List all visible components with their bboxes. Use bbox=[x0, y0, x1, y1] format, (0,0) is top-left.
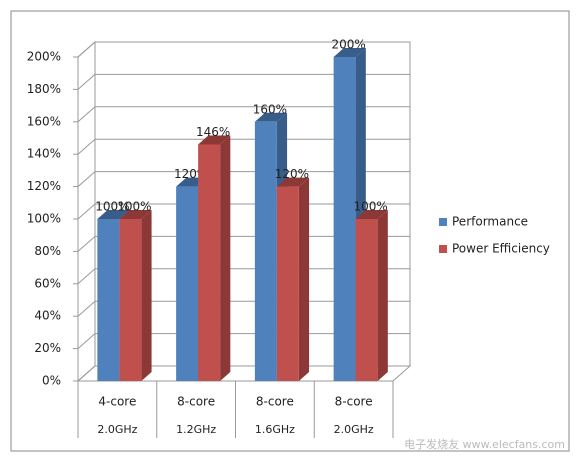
x-tick-label: 8-core bbox=[335, 395, 373, 409]
bar bbox=[119, 219, 142, 381]
grid-line-side bbox=[77, 171, 96, 187]
bar-top bbox=[355, 210, 388, 219]
x-tick-sublabel: 2.0GHz bbox=[334, 423, 374, 436]
bar-side bbox=[298, 177, 310, 381]
bar bbox=[97, 219, 120, 381]
bar bbox=[355, 219, 378, 381]
grid-line-side bbox=[77, 300, 96, 317]
value-label: 200% bbox=[331, 38, 365, 52]
value-label: 100% bbox=[95, 200, 129, 214]
bar bbox=[254, 121, 277, 382]
x-tick-label: 4-core bbox=[98, 395, 136, 409]
grid-line-side bbox=[77, 268, 96, 285]
value-label: 100% bbox=[117, 200, 151, 214]
grid-line-side bbox=[77, 106, 96, 123]
bar-side bbox=[141, 210, 152, 381]
bar-top bbox=[333, 48, 366, 57]
x-tick-label: 8-core bbox=[256, 395, 294, 409]
grid-line-side bbox=[77, 74, 96, 90]
bar-top bbox=[254, 112, 288, 122]
x-tick-sublabel: 2.0GHz bbox=[97, 423, 137, 436]
value-label: 120% bbox=[275, 167, 309, 181]
grid-line-side bbox=[77, 41, 96, 58]
bar-top bbox=[276, 177, 310, 187]
grid-line-side bbox=[77, 333, 96, 349]
bar-side bbox=[377, 210, 388, 381]
y-tick-label: 40% bbox=[34, 309, 61, 323]
y-tick-label: 120% bbox=[27, 179, 61, 193]
bar-side bbox=[220, 135, 231, 381]
grid-line-side bbox=[77, 138, 96, 155]
y-tick-label: 100% bbox=[27, 212, 61, 226]
legend-swatch bbox=[439, 245, 447, 253]
y-tick-label: 140% bbox=[27, 147, 61, 161]
bar bbox=[198, 144, 221, 381]
value-label: 100% bbox=[353, 200, 387, 214]
y-tick-label: 60% bbox=[34, 276, 61, 290]
x-tick-sublabel: 1.6GHz bbox=[255, 423, 295, 436]
grid-line-side bbox=[77, 236, 96, 252]
bar-top bbox=[97, 210, 130, 219]
bar-top bbox=[119, 210, 152, 219]
bar bbox=[176, 186, 199, 381]
y-tick-label: 0% bbox=[42, 374, 61, 388]
y-tick-label: 180% bbox=[27, 82, 61, 96]
x-tick-sublabel: 1.2GHz bbox=[176, 423, 216, 436]
legend-swatch bbox=[439, 218, 447, 226]
legend-label: Power Efficiency bbox=[452, 242, 550, 256]
bar-top bbox=[198, 135, 231, 145]
grid-line-side bbox=[77, 203, 96, 220]
value-label: 146% bbox=[196, 125, 230, 139]
bar bbox=[333, 57, 356, 381]
grid-line-side bbox=[77, 365, 96, 382]
y-tick-label: 20% bbox=[34, 341, 61, 355]
bar bbox=[276, 186, 299, 381]
y-tick-label: 80% bbox=[34, 244, 61, 258]
y-tick-label: 160% bbox=[27, 114, 61, 128]
watermark: 电子发烧友 www.elecfans.com bbox=[404, 437, 565, 451]
legend-label: Performance bbox=[452, 215, 528, 229]
value-label: 160% bbox=[253, 102, 287, 116]
y-tick-label: 200% bbox=[27, 50, 61, 64]
x-tick-label: 8-core bbox=[177, 395, 215, 409]
